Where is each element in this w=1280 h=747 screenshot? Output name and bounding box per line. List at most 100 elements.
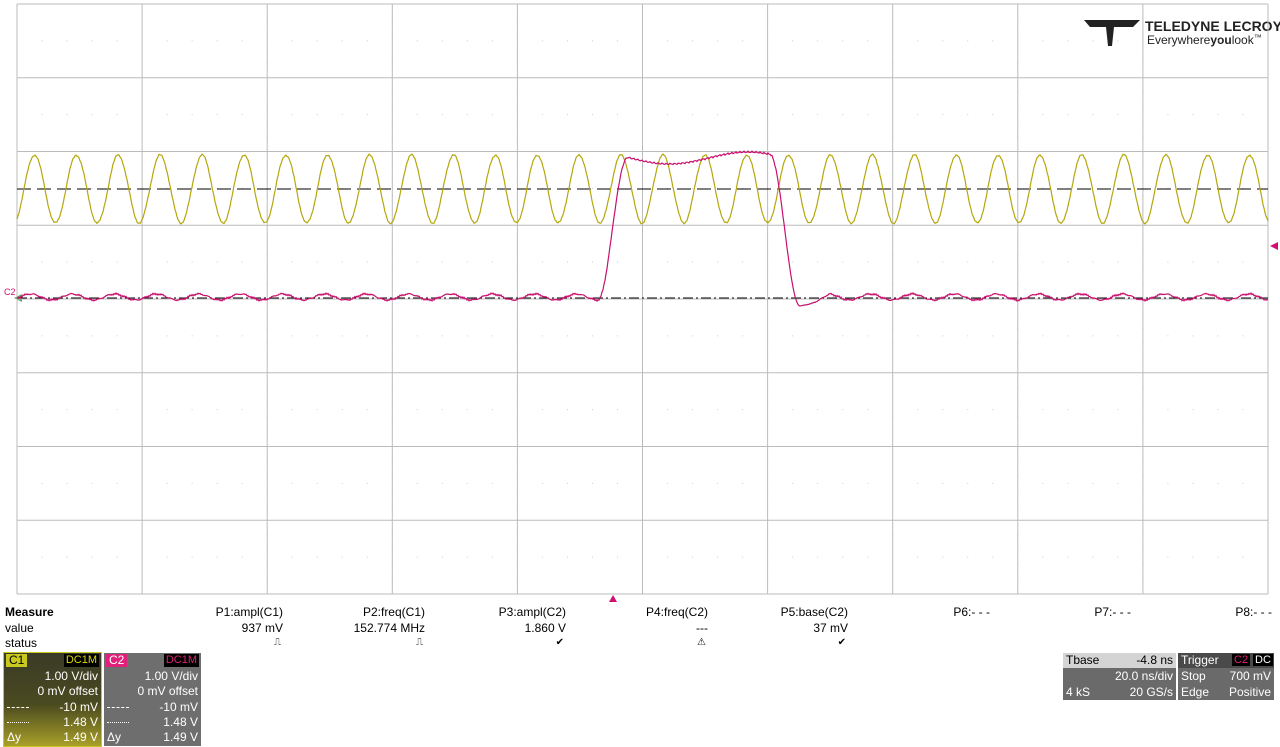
grid-dot (416, 409, 418, 411)
grid-dot (541, 556, 543, 558)
grid-dot (266, 490, 268, 492)
grid-dot (1142, 387, 1144, 388)
graticule: TELEDYNE LECROY Everywhereyoulook™ C2 (4, 3, 1280, 602)
grid-dot (441, 482, 443, 484)
grid-dot (516, 239, 518, 241)
grid-dot (1017, 431, 1019, 433)
grid-dot (141, 180, 143, 182)
grid-dot (216, 261, 218, 263)
grid-dot (41, 556, 43, 558)
grid-dot (1042, 261, 1044, 263)
grid-dot (566, 335, 568, 337)
grid-dot (892, 283, 894, 285)
grid-dot (1192, 556, 1194, 558)
delta-label: Δy (7, 730, 22, 744)
grid-dot (516, 165, 518, 167)
grid-dot (616, 335, 618, 337)
grid-dot (667, 187, 669, 189)
grid-dot (1142, 564, 1144, 565)
grid-dot (917, 556, 919, 558)
grid-dot (767, 165, 769, 167)
grid-dot (516, 490, 518, 492)
c1-trace (16, 153, 1269, 225)
grid-dot (767, 92, 769, 93)
grid-dot (516, 269, 518, 270)
grid-dot (1242, 482, 1244, 484)
grid-dot (316, 335, 318, 337)
tagline: look (1232, 33, 1255, 47)
grid-dot (642, 313, 643, 315)
grid-dot (892, 136, 894, 138)
timebase-delay: -4.8 ns (1136, 653, 1173, 667)
grid-dot (366, 482, 368, 484)
grid-dot (1117, 556, 1119, 558)
grid-dot (892, 195, 894, 197)
grid-dot (1167, 335, 1169, 337)
grid-dot (642, 269, 643, 270)
tagline: you (1210, 33, 1231, 47)
channel-box: C2 DC1M 1.00 V/div 0 mV offset -10 mV 1.48 V Δ… (104, 653, 201, 746)
grid-dot (942, 409, 944, 411)
grid-dot (1242, 409, 1244, 411)
grid-dot (266, 195, 268, 197)
grid-dot (1042, 556, 1044, 558)
grid-dot (1017, 578, 1019, 580)
grid-dot (266, 18, 268, 20)
channel-delta: 1.49 V (163, 730, 198, 744)
param-name: P5:base(C2) (780, 605, 848, 619)
grid-dot (867, 482, 869, 484)
grid-dot (767, 460, 769, 462)
grid-dot (842, 40, 844, 42)
trigger-source: C2 (1232, 654, 1251, 666)
grid-dot (491, 114, 493, 116)
grid-dot (391, 195, 393, 197)
grid-dot (1017, 92, 1019, 93)
grid-dot (742, 114, 744, 116)
grid-dot (266, 106, 268, 108)
grid-dot (1042, 40, 1044, 42)
grid-dot (917, 40, 919, 42)
grid-dot (141, 136, 143, 138)
grid-dot (867, 114, 869, 116)
grid-dot (642, 357, 643, 359)
grid-dot (642, 549, 643, 551)
grid-dot (1092, 40, 1094, 42)
grid-dot (241, 335, 243, 337)
grid-dot (316, 556, 318, 558)
grid-dot (591, 556, 593, 558)
grid-dot (642, 534, 643, 536)
grid-dot (266, 47, 268, 49)
grid-dot (266, 357, 268, 359)
grid-dot (341, 482, 343, 484)
grid-dot (516, 475, 518, 477)
trigger-level: 700 mV (1229, 669, 1271, 683)
grid-dot (842, 335, 844, 337)
grid-dot (767, 254, 769, 256)
grid-dot (141, 564, 143, 565)
grid-dot (642, 165, 643, 167)
grid-dot (867, 556, 869, 558)
grid-dot (792, 482, 794, 484)
grid-dot (391, 180, 393, 182)
grid-dot (767, 534, 769, 536)
grid-dot (41, 40, 43, 42)
grid-dot (1017, 564, 1019, 565)
grid-dot (191, 114, 193, 116)
grid-dot (1217, 114, 1219, 116)
grid-dot (917, 261, 919, 263)
grid-dot (391, 416, 393, 418)
grid-dot (91, 261, 93, 263)
grid-dot (116, 187, 118, 189)
grid-dot (642, 121, 643, 123)
grid-dot (441, 114, 443, 116)
grid-dot (291, 40, 293, 42)
grid-dot (391, 239, 393, 241)
grid-dot (616, 40, 618, 42)
grid-dot (341, 335, 343, 337)
grid-dot (1142, 416, 1144, 418)
grid-dot (1017, 475, 1019, 477)
grid-dot (341, 409, 343, 411)
param-name: P3:ampl(C2) (498, 605, 566, 619)
grid-dot (1217, 482, 1219, 484)
grid-dot (391, 165, 393, 167)
